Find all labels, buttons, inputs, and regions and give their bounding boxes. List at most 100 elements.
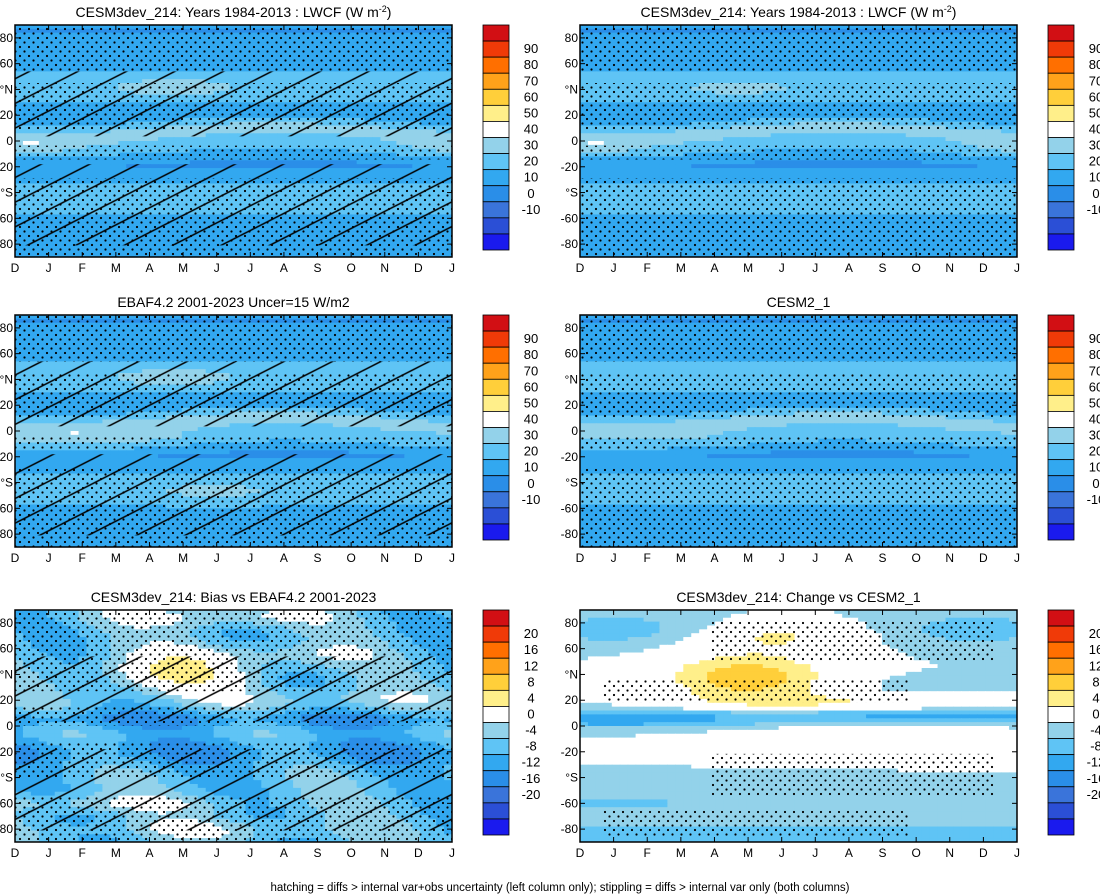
cell [54,141,64,146]
cell [850,71,859,76]
cell [953,71,962,76]
y-tick-label: 20 [0,108,13,122]
cell [977,71,986,76]
cell [165,141,175,146]
cell [1001,71,1010,76]
cell [1009,79,1017,84]
cell [691,71,700,76]
cell [993,71,1002,76]
cell [707,71,716,76]
colorbar-label: 80 [524,57,538,72]
cell [62,160,72,165]
y-tick-label: 80 [0,31,13,45]
cell [810,79,819,84]
hatching [15,71,452,246]
cell [70,160,80,165]
cell [905,79,915,84]
cell [897,79,907,84]
cell [15,141,24,146]
cell [46,141,56,146]
cell [277,137,286,142]
cell [261,160,270,165]
cell [905,75,915,80]
cell [913,79,923,84]
cell [420,137,429,142]
cell [794,133,804,138]
cell [866,133,875,138]
cell [794,129,804,134]
cell [412,141,421,146]
cell [754,129,764,134]
cell [30,137,40,142]
cell [945,133,955,138]
cell [810,133,819,138]
cell [580,71,589,76]
cell [38,160,48,165]
cell [635,129,645,134]
cell [770,129,780,134]
cell [205,137,215,142]
cell [953,79,962,84]
cell [842,75,851,80]
cell [802,133,812,138]
cell [842,129,851,134]
cell [388,160,397,165]
cell [794,71,804,76]
cell [38,141,48,146]
cell [691,79,700,84]
cell [78,137,88,142]
cell [730,133,740,138]
cell [762,129,772,134]
cell [746,129,756,134]
x-tick-label: J [46,261,52,275]
y-tick-label: 60 [0,57,13,71]
cell [580,133,589,138]
cell [881,79,891,84]
cell [245,137,254,142]
x-tick-label: O [346,261,355,275]
cell [86,160,96,165]
cell [332,137,342,142]
cell [834,133,843,138]
panel-1: CESM3dev_214: Years 1984-2013 : LWCF (W … [0,4,540,275]
cell [762,75,772,80]
cell [134,141,143,146]
cell [913,71,923,76]
cell [723,79,732,84]
cell [372,160,382,165]
cell [929,79,939,84]
cell [937,79,947,84]
cell [134,137,143,142]
cell [897,133,907,138]
cell [842,71,851,76]
cell [293,137,302,142]
cell [142,160,151,165]
cell [301,137,310,142]
cell [977,79,986,84]
cell [945,129,955,134]
y-tick-label: 0 [6,134,13,148]
cell [778,129,788,134]
cell [142,141,151,146]
cell [412,160,421,165]
cell [826,129,835,134]
colorbar-label: 40 [524,121,538,136]
cell [873,75,883,80]
cell [715,133,724,138]
cell [866,71,875,76]
cell [691,129,700,134]
y-tick-label: °S [0,186,13,200]
cell [889,75,899,80]
cell [444,160,452,165]
title-superscript: -2 [379,4,387,14]
cell [667,129,676,134]
cell [627,133,637,138]
cell [253,141,262,146]
cell [173,141,183,146]
cell [667,75,676,80]
cell [802,129,812,134]
cell [985,129,994,134]
cell [173,160,183,165]
colorbar-swatch [482,24,510,42]
cell [396,137,405,142]
